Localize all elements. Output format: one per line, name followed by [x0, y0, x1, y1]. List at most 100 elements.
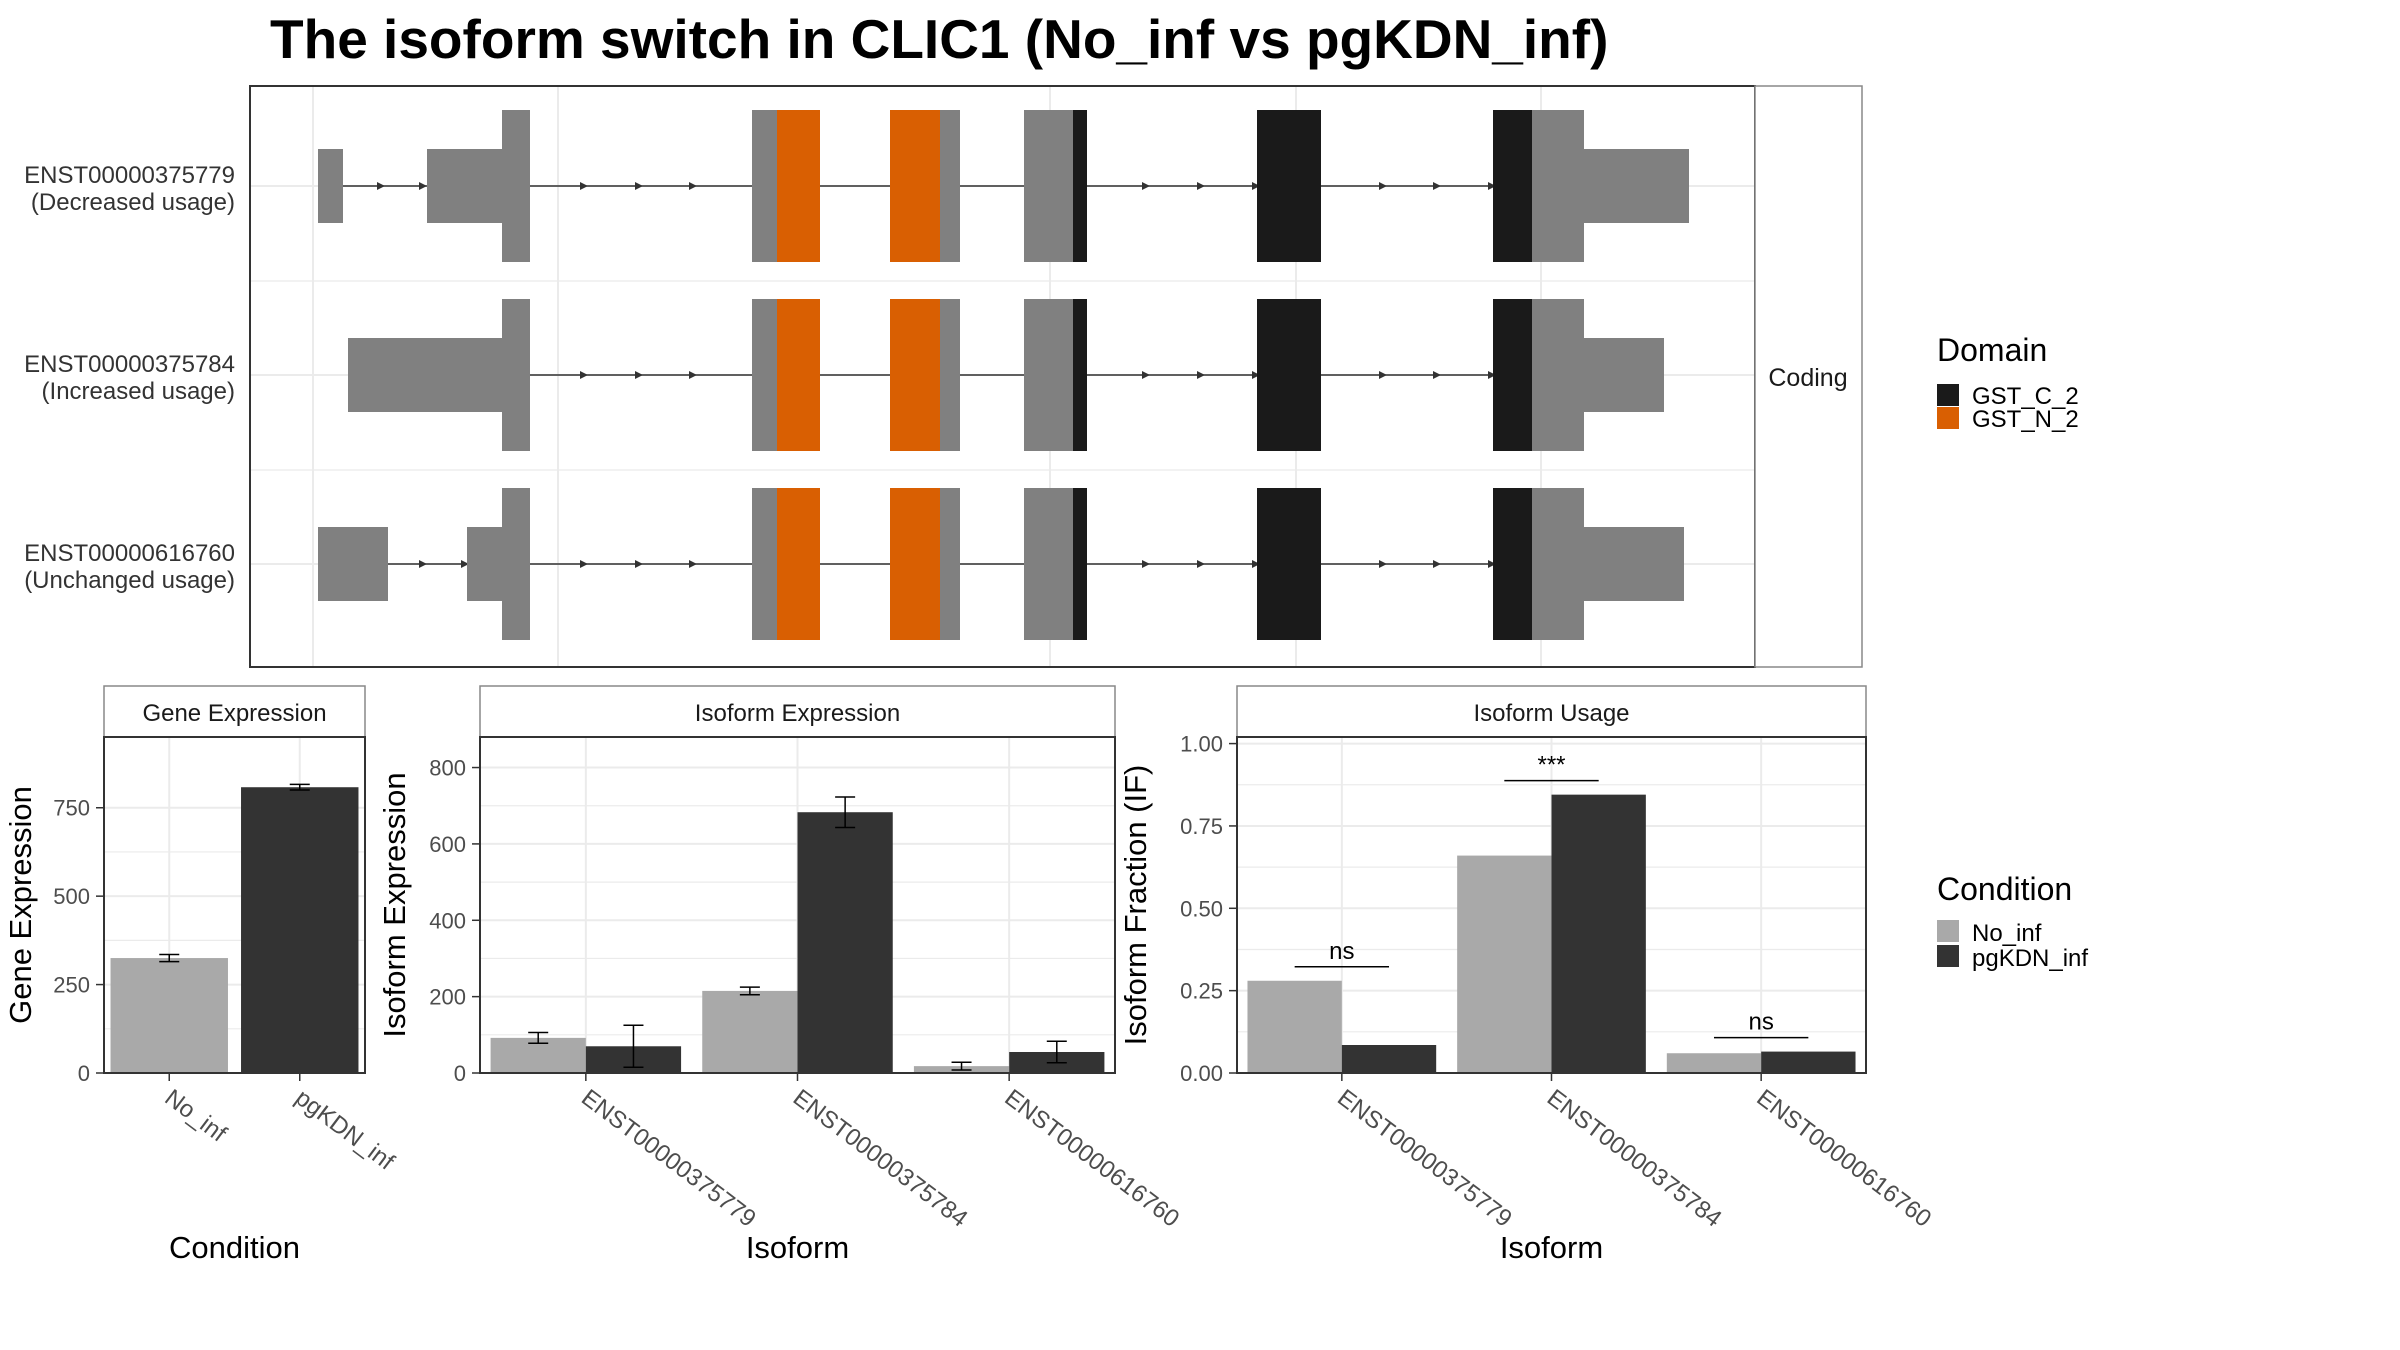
- strand-arrow: [1488, 182, 1496, 190]
- coding-exon: [752, 488, 777, 640]
- panel-strip: [103, 685, 366, 738]
- strand-arrow: [461, 560, 469, 568]
- strand-arrow: [689, 560, 697, 568]
- y-tick-label: 1.00: [1180, 732, 1223, 757]
- utr-exon: [1584, 149, 1689, 223]
- y-tick-label: 0.50: [1180, 896, 1223, 921]
- error-bar: [159, 953, 180, 963]
- coding-exon: [502, 110, 530, 262]
- bar: [110, 958, 228, 1073]
- domain-gst-n-2: [777, 110, 820, 262]
- figure-title: The isoform switch in CLIC1 (No_inf vs p…: [270, 8, 1608, 70]
- panel-strip-title: Gene Expression: [142, 700, 326, 727]
- y-tick-label: 0.25: [1180, 979, 1223, 1004]
- utr-exon: [1584, 338, 1664, 412]
- gene-expression-panel: Gene Expression 0 250 500 750 No_inf pgKDN_inf…: [3, 685, 399, 1265]
- error-bar: [623, 1024, 644, 1069]
- transcript-models: [318, 110, 1689, 640]
- bar: [1247, 980, 1342, 1073]
- coding-exon: [940, 488, 960, 640]
- y-tick-label: 800: [429, 756, 466, 781]
- y-tick-label: 0: [78, 1061, 90, 1086]
- strand-arrow: [689, 182, 697, 190]
- utr-exon: [318, 527, 388, 601]
- strand-arrow: [580, 371, 588, 379]
- error-bar: [739, 986, 760, 996]
- bar: [1761, 1051, 1856, 1073]
- isoform-label-id: ENST00000616760: [24, 540, 235, 567]
- y-axis-title: Gene Expression: [3, 786, 38, 1024]
- coding-exon: [1024, 110, 1073, 262]
- bar: [1341, 1045, 1437, 1073]
- coding-exon: [502, 299, 530, 451]
- legend-label-gst-n-2: GST_N_2: [1972, 406, 2079, 433]
- strand-arrow: [419, 560, 427, 568]
- utr-exon: [1584, 527, 1684, 601]
- domain-gst-c-2: [1257, 299, 1321, 451]
- panel-strip: [1236, 685, 1867, 738]
- y-tick-label: 0.75: [1180, 814, 1223, 839]
- domain-legend-title: Domain: [1937, 332, 2047, 368]
- strand-arrow: [1488, 371, 1496, 379]
- legend-swatch-pgkdn-inf: [1937, 945, 1959, 967]
- strand-arrow: [1252, 371, 1260, 379]
- domain-legend: Domain GST_C_2 GST_N_2: [1937, 332, 2079, 433]
- coding-exon: [940, 110, 960, 262]
- coding-exon: [1024, 488, 1073, 640]
- panel-strip-title: Isoform Usage: [1473, 700, 1629, 727]
- bar: [1551, 794, 1646, 1073]
- strand-arrow: [580, 182, 588, 190]
- domain-gst-n-2: [777, 299, 820, 451]
- domain-gst-c-2: [1257, 488, 1321, 640]
- legend-label-pgkdn-inf: pgKDN_inf: [1972, 945, 2088, 972]
- domain-gst-c-2: [1493, 299, 1532, 451]
- transcript-model: [318, 110, 1689, 262]
- isoform-label-usage: (Increased usage): [42, 378, 235, 405]
- isoform-usage-panel: Isoform Usage ns *** ns 0.00 0.25 0.50 0.75 1.00…: [1118, 685, 1937, 1265]
- strand-arrow: [1433, 560, 1441, 568]
- strand-arrow: [580, 560, 588, 568]
- isoform-label-id: ENST00000375779: [24, 162, 235, 189]
- x-tick-label: ENST00000375779: [576, 1084, 761, 1232]
- significance-marker: ns: [1713, 1009, 1809, 1039]
- coding-exon: [752, 299, 777, 451]
- bar: [1666, 1053, 1762, 1073]
- significance-label: ***: [1537, 752, 1565, 779]
- x-tick-label: pgKDN_inf: [290, 1084, 399, 1176]
- x-tick-label: ENST00000616760: [1752, 1084, 1937, 1232]
- y-tick-label: 200: [429, 985, 466, 1010]
- utr-exon: [318, 149, 343, 223]
- x-tick-label: No_inf: [160, 1084, 232, 1148]
- bar: [1457, 855, 1552, 1073]
- coding-exon: [502, 488, 530, 640]
- strand-arrow: [1433, 371, 1441, 379]
- coding-exon: [752, 110, 777, 262]
- y-axis-title: Isoform Fraction (IF): [1118, 765, 1153, 1046]
- transcript-model: [348, 299, 1664, 451]
- bar: [702, 990, 798, 1073]
- structure-strip: [1754, 85, 1863, 668]
- isoform-labels: ENST00000375779 (Decreased usage) ENST00…: [24, 162, 235, 594]
- x-axis-title: Isoform: [746, 1230, 849, 1265]
- y-axis-title: Isoform Expression: [377, 772, 412, 1037]
- domain-gst-n-2: [777, 488, 820, 640]
- error-bar: [951, 1061, 972, 1071]
- significance-label: ns: [1329, 938, 1354, 965]
- y-tick-label: 400: [429, 908, 466, 933]
- legend-label-no-inf: No_inf: [1972, 920, 2042, 947]
- y-tick-label: 750: [53, 796, 90, 821]
- domain-gst-c-2: [1493, 488, 1532, 640]
- significance-label: ns: [1748, 1009, 1773, 1036]
- domain-gst-c-2: [1073, 299, 1087, 451]
- x-tick-label: ENST00000375784: [1542, 1084, 1727, 1232]
- legend-swatch-gst-c-2: [1937, 384, 1959, 406]
- domain-gst-c-2: [1073, 110, 1087, 262]
- strand-arrow: [1379, 560, 1387, 568]
- strand-arrow: [1252, 182, 1260, 190]
- strip-label-coding: Coding: [1768, 364, 1847, 392]
- x-axis-title: Condition: [169, 1230, 300, 1265]
- y-tick-label: 600: [429, 832, 466, 857]
- strand-arrow: [1197, 182, 1205, 190]
- x-tick-label: ENST00000375784: [788, 1084, 973, 1232]
